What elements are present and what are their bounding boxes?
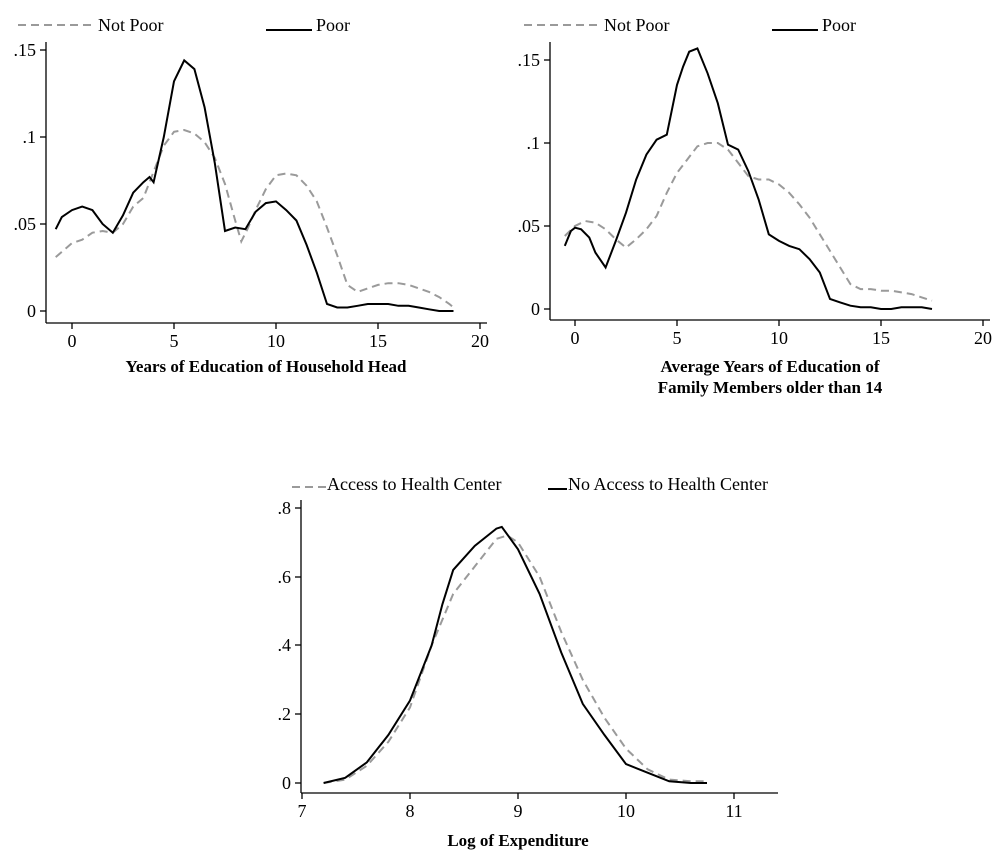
chart-panel-log-expenditure: Access to Health Center No Access to Hea… — [278, 474, 778, 850]
x-tick-label: 9 — [514, 801, 523, 821]
x-tick-label: 11 — [725, 801, 742, 821]
x-axis-title-line-2: Family Members older than 14 — [658, 378, 883, 397]
legend-label-not-poor: Not Poor — [98, 15, 164, 35]
y-tick-label: .05 — [518, 216, 541, 236]
x-ticks: 0 5 10 15 20 — [571, 320, 992, 348]
x-tick-label: 0 — [68, 331, 77, 351]
x-ticks: 0 5 10 15 20 — [68, 323, 489, 351]
legend-label-access: Access to Health Center — [327, 474, 501, 494]
y-tick-label: .4 — [278, 635, 292, 655]
legend: Not Poor Poor — [18, 15, 350, 35]
x-tick-label: 5 — [170, 331, 179, 351]
x-axis-title: Years of Education of Household Head — [126, 357, 408, 376]
y-ticks: 0 .05 .1 .15 — [518, 50, 550, 319]
legend-label-poor: Poor — [822, 15, 856, 35]
legend-label-no-access: No Access to Health Center — [568, 474, 768, 494]
y-tick-label: .15 — [518, 50, 541, 70]
x-tick-label: 0 — [571, 328, 580, 348]
legend: Access to Health Center No Access to Hea… — [292, 474, 768, 494]
legend-label-not-poor: Not Poor — [604, 15, 670, 35]
x-tick-label: 10 — [617, 801, 635, 821]
series-line-not-poor — [564, 142, 933, 302]
x-tick-label: 15 — [872, 328, 890, 348]
y-tick-label: 0 — [282, 773, 291, 793]
x-axis-title: Log of Expenditure — [447, 831, 589, 850]
x-tick-label: 15 — [369, 331, 387, 351]
y-tick-label: .2 — [278, 704, 292, 724]
y-tick-label: .15 — [14, 40, 37, 60]
x-tick-label: 20 — [471, 331, 489, 351]
series-line-not-poor — [55, 128, 455, 309]
series-line-poor — [54, 58, 454, 312]
series-line-poor — [563, 47, 933, 310]
x-tick-label: 10 — [267, 331, 285, 351]
series-line-access-to-health-center — [323, 534, 707, 784]
chart-panel-average-education-family: Not Poor Poor 0 .05 .1 .15 0 5 10 15 20 — [518, 15, 993, 397]
x-axis-title: Average Years of Education of — [660, 357, 879, 376]
y-tick-label: .6 — [278, 567, 292, 587]
y-tick-label: .1 — [23, 127, 37, 147]
x-tick-label: 8 — [406, 801, 415, 821]
y-tick-label: 0 — [531, 299, 540, 319]
series-line-no-access-to-health-center — [323, 525, 707, 784]
y-tick-label: .05 — [14, 214, 37, 234]
x-tick-label: 5 — [673, 328, 682, 348]
legend: Not Poor Poor — [524, 15, 856, 35]
chart-panel-education-household-head: Not Poor Poor 0 .05 .1 .15 0 5 10 15 20 — [14, 15, 490, 376]
y-ticks: 0 .05 .1 .15 — [14, 40, 46, 321]
x-tick-label: 20 — [974, 328, 992, 348]
y-tick-label: .8 — [278, 498, 292, 518]
legend-label-poor: Poor — [316, 15, 350, 35]
y-ticks: 0 .2 .4 .6 .8 — [278, 498, 301, 793]
y-tick-label: .1 — [527, 133, 541, 153]
x-tick-label: 7 — [298, 801, 307, 821]
x-ticks: 7 8 9 10 11 — [298, 793, 743, 821]
y-tick-label: 0 — [27, 301, 36, 321]
x-tick-label: 10 — [770, 328, 788, 348]
